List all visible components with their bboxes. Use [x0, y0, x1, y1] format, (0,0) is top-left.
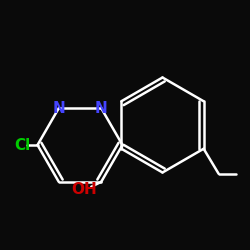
- Text: OH: OH: [71, 182, 96, 197]
- Text: N: N: [95, 101, 108, 116]
- Text: N: N: [52, 101, 65, 116]
- Text: Cl: Cl: [14, 138, 30, 152]
